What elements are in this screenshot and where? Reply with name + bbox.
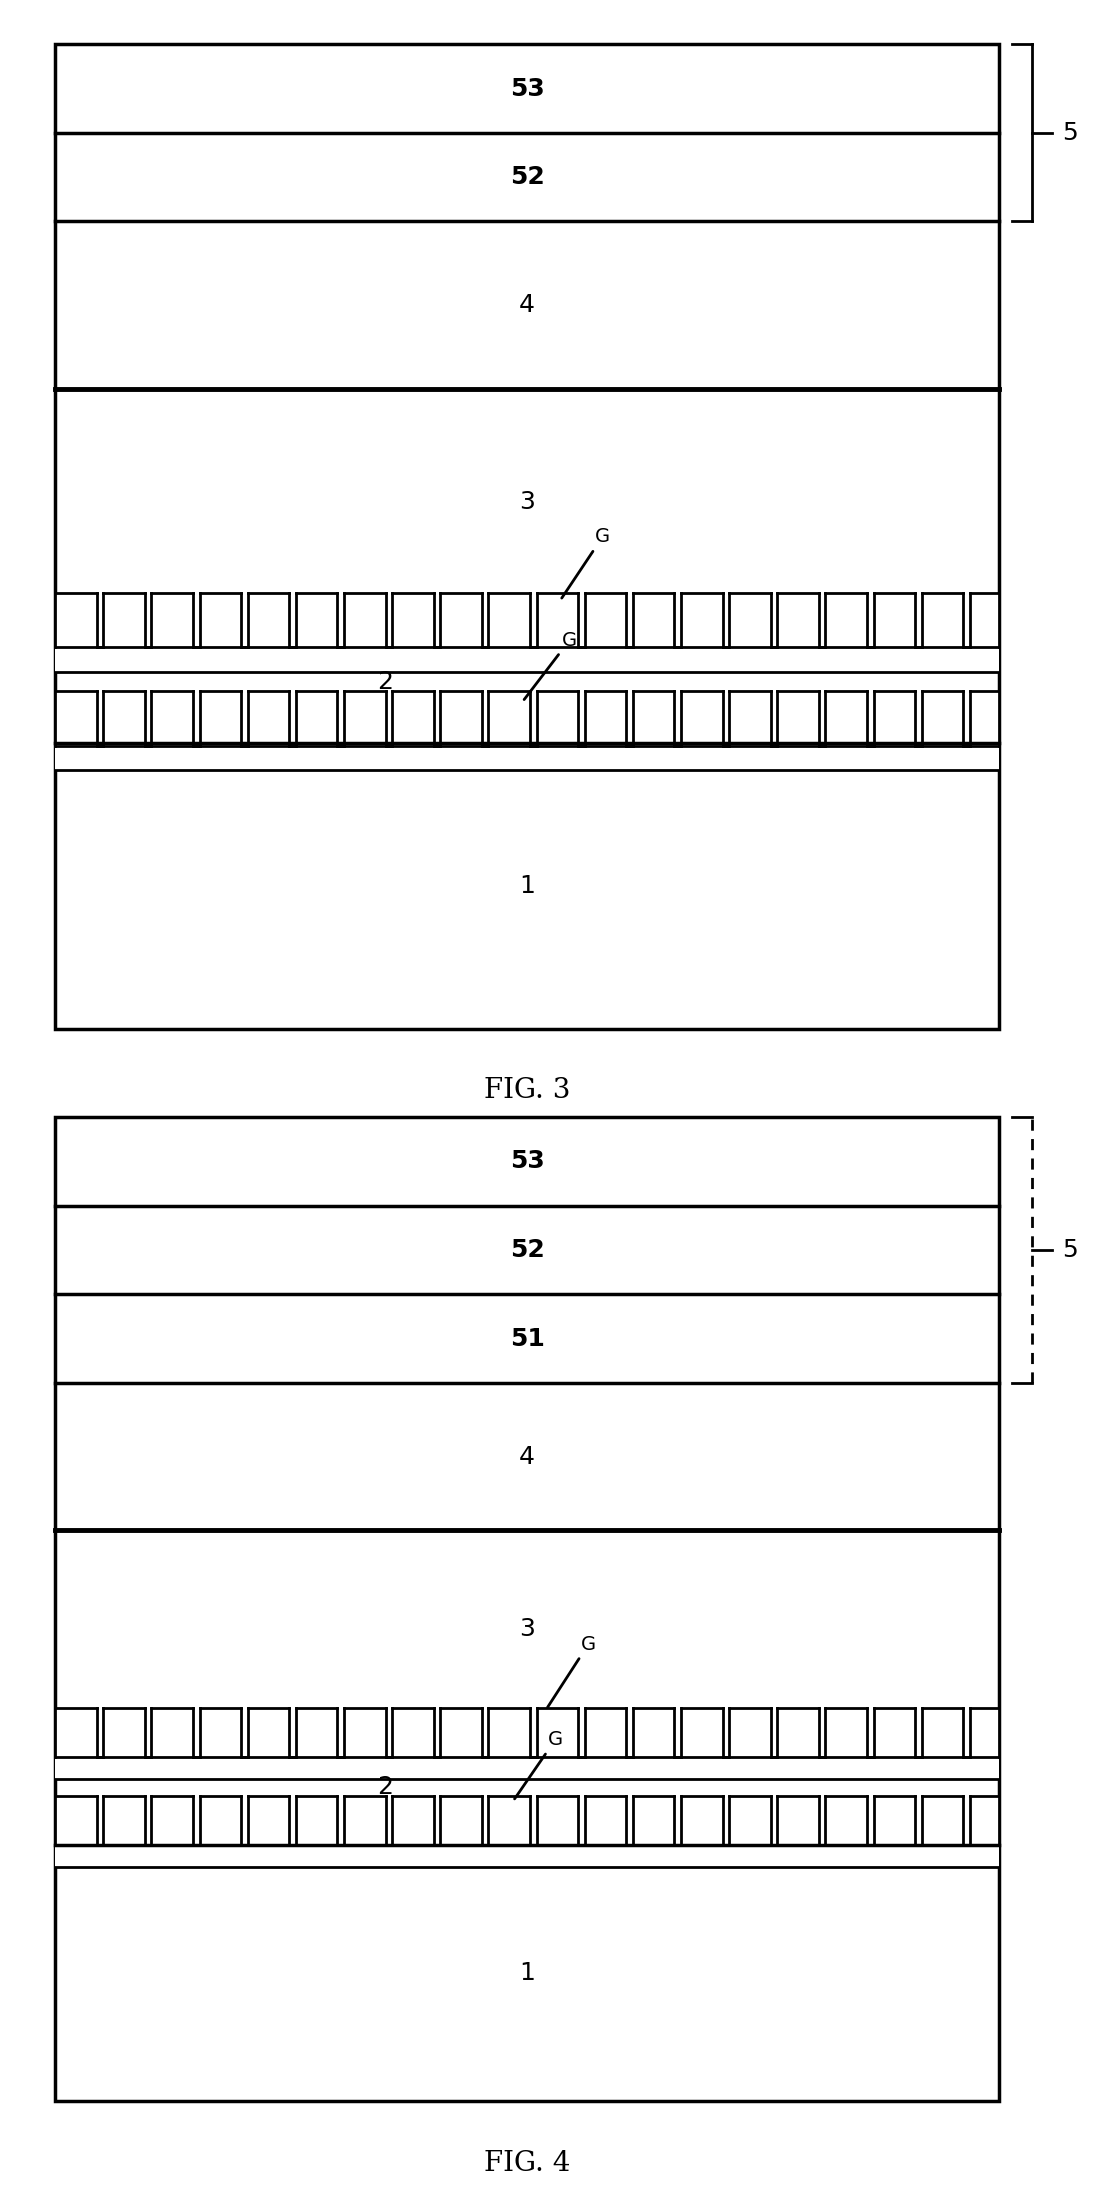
Text: 52: 52 — [510, 1239, 544, 1261]
Text: 51: 51 — [510, 1327, 544, 1352]
Text: 4: 4 — [519, 1444, 535, 1469]
Text: 53: 53 — [510, 1150, 544, 1172]
Text: G: G — [548, 1635, 596, 1708]
Text: 1: 1 — [519, 874, 535, 898]
Bar — [55, 1708, 999, 1778]
Text: 5: 5 — [1062, 122, 1078, 144]
Text: FIG. 3: FIG. 3 — [484, 1077, 571, 1104]
Bar — [55, 44, 999, 1029]
Text: G: G — [524, 630, 577, 699]
Text: 3: 3 — [519, 491, 535, 513]
Text: G: G — [562, 526, 611, 597]
Text: 52: 52 — [510, 166, 544, 188]
Text: 53: 53 — [510, 77, 544, 100]
Text: 3: 3 — [519, 1617, 535, 1641]
Text: 2: 2 — [378, 1776, 393, 1798]
Bar — [55, 593, 999, 672]
Text: G: G — [514, 1730, 563, 1798]
Text: 2: 2 — [378, 670, 393, 695]
Bar — [55, 692, 999, 770]
Text: 1: 1 — [519, 1962, 535, 1986]
Bar — [55, 1796, 999, 1867]
Text: 4: 4 — [519, 294, 535, 316]
Text: 5: 5 — [1062, 1239, 1078, 1261]
Bar — [55, 1117, 999, 2101]
Text: FIG. 4: FIG. 4 — [484, 2150, 571, 2177]
